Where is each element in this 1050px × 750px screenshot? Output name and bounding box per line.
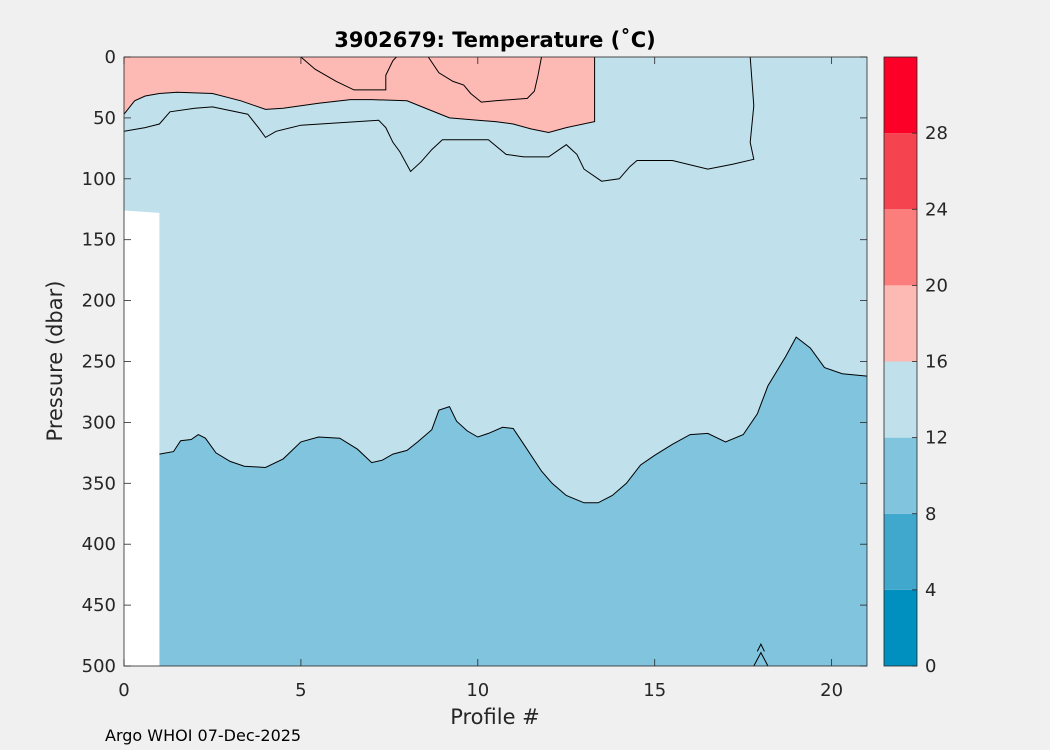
- colorbar-tick-label: 20: [925, 275, 948, 296]
- x-tick-label: 5: [295, 680, 306, 701]
- colorbar-band: [884, 133, 917, 210]
- cool-region-8-12: [159, 337, 867, 666]
- contour-line-2: [300, 56, 397, 91]
- colorbar-band: [884, 589, 917, 666]
- y-tick-label: 200: [82, 291, 116, 312]
- colorbar-band: [884, 209, 917, 286]
- x-axis-label: Profile #: [450, 705, 540, 729]
- y-tick-label: 100: [82, 169, 116, 190]
- footer-credit: Argo WHOI 07-Dec-2025: [105, 726, 301, 745]
- colorbar-tick-label: 16: [925, 352, 948, 373]
- colorbar: 0 4 8 12 16 20 24 28: [883, 56, 948, 677]
- y-tick-label: 150: [82, 230, 116, 251]
- contour-line-4: [123, 56, 755, 182]
- colorbar-band: [884, 513, 917, 590]
- no-data-region: [124, 210, 160, 666]
- y-tick-label: 0: [105, 47, 116, 68]
- chart-title: 3902679: Temperature (˚C): [334, 28, 655, 52]
- y-tick-label: 400: [82, 534, 116, 555]
- colorbar-tick-label: 0: [925, 656, 936, 677]
- y-tick-label: 250: [82, 352, 116, 373]
- y-tick-label: 300: [82, 412, 116, 433]
- x-axis: 0 5 10 15 20: [118, 57, 843, 701]
- y-tick-label: 450: [82, 595, 116, 616]
- x-tick-label: 10: [466, 680, 489, 701]
- colorbar-tick-label: 8: [925, 504, 936, 525]
- colorbar-band: [884, 285, 917, 362]
- y-axis-label: Pressure (dbar): [43, 281, 67, 442]
- warm-region-16-20: [124, 57, 595, 133]
- colorbar-band: [884, 57, 917, 134]
- x-tick-label: 0: [118, 680, 129, 701]
- y-axis: 0 50 100 150 200 250 300 350 400 450 500: [82, 47, 867, 677]
- colorbar-tick-label: 12: [925, 428, 948, 449]
- y-tick-label: 500: [82, 656, 116, 677]
- colorbar-tick-label: 24: [925, 199, 948, 220]
- colorbar-tick-label: 4: [925, 580, 936, 601]
- colorbar-tick-label: 28: [925, 123, 948, 144]
- x-tick-label: 20: [820, 680, 843, 701]
- contour-line-1: [123, 57, 596, 134]
- colorbar-band: [884, 361, 917, 438]
- contour-line-7: [756, 642, 765, 652]
- plot-area: [123, 56, 868, 667]
- y-tick-label: 50: [93, 108, 116, 129]
- x-tick-label: 15: [643, 680, 666, 701]
- contour-line-6: [753, 651, 769, 667]
- colorbar-band: [884, 437, 917, 514]
- contour-line-5: [159, 336, 868, 504]
- y-tick-label: 350: [82, 473, 116, 494]
- contour-line-3: [427, 56, 542, 103]
